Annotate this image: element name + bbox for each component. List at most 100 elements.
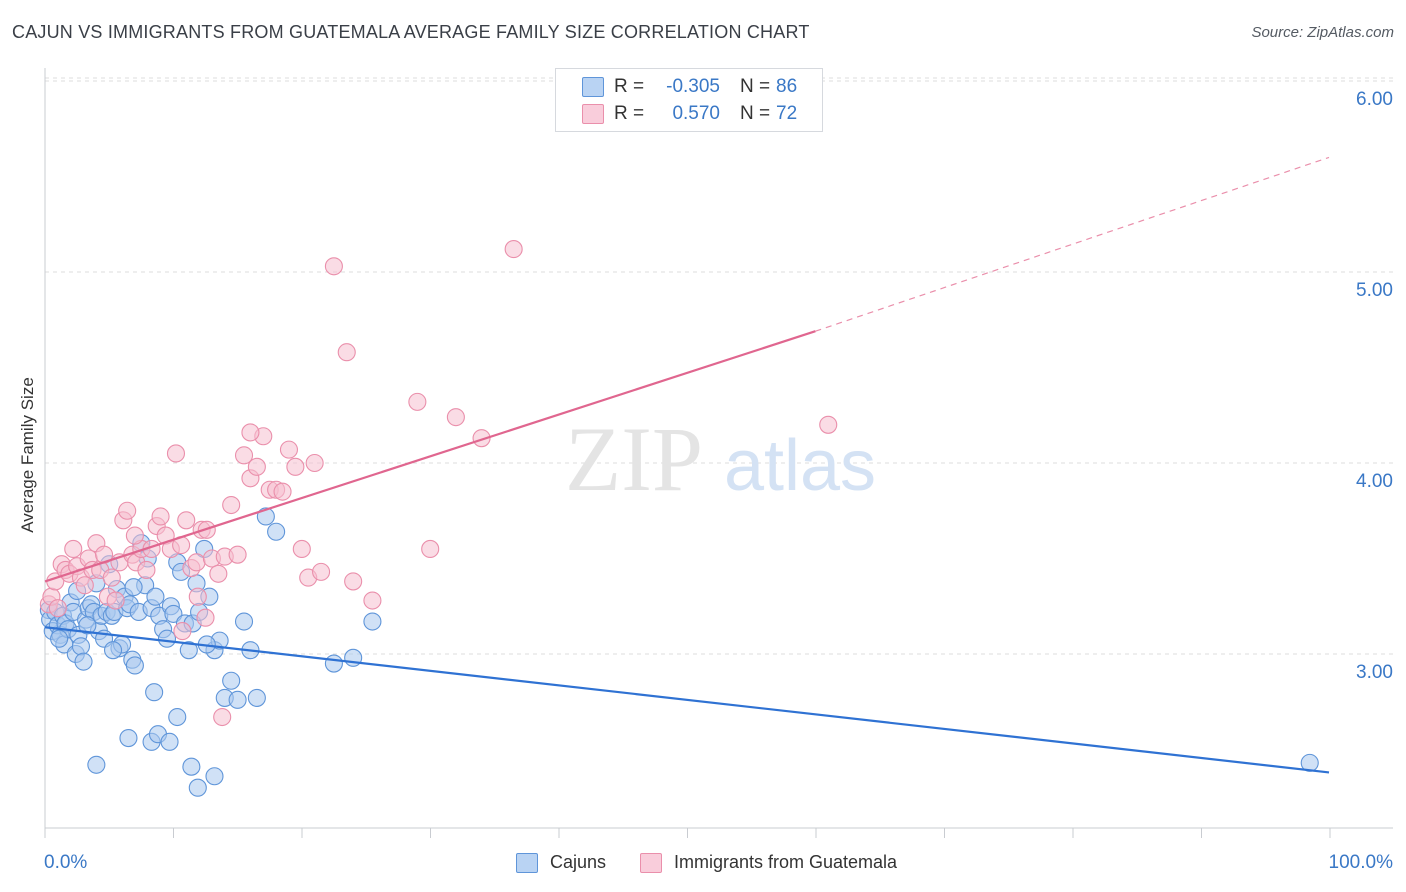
- cajun-point: [363, 612, 382, 631]
- guatemala-point: [173, 622, 192, 641]
- watermark: ZIP atlas: [565, 408, 876, 510]
- guatemala-trend-line: [44, 330, 816, 583]
- cajun-point: [157, 629, 177, 648]
- legend-label-guatemala: Immigrants from Guatemala: [674, 852, 898, 872]
- guatemala-point: [177, 511, 196, 530]
- guatemala-point: [118, 501, 137, 520]
- guatemala-point: [102, 568, 121, 587]
- cajun-point: [267, 522, 286, 541]
- guatemala-swatch: [582, 104, 604, 124]
- cajun-point: [234, 612, 254, 631]
- cajun-point: [104, 641, 123, 660]
- guatemala-point: [209, 564, 228, 583]
- cajun-point: [119, 728, 138, 748]
- stats-legend: R = -0.305 N = 86 R = 0.570 N = 72: [555, 68, 823, 132]
- guatemala-point: [472, 429, 491, 448]
- cajun-point: [160, 732, 179, 751]
- n-label: N =: [740, 76, 771, 97]
- x-tick-label: 0.0%: [44, 852, 87, 873]
- axes: [44, 68, 1393, 838]
- guatemala-trend-extension: [815, 156, 1330, 332]
- r-value: 0.570: [672, 103, 720, 124]
- stats-legend-row-cajuns: R = -0.305 N = 86: [582, 75, 797, 99]
- guatemala-point: [187, 553, 206, 572]
- cajun-point: [205, 767, 224, 786]
- cajun-point: [50, 629, 69, 648]
- guatemala-point: [273, 482, 292, 501]
- cajun-point: [78, 616, 97, 635]
- series-legend: Cajuns Immigrants from Guatemala: [0, 852, 1406, 876]
- cajun-point: [182, 757, 201, 776]
- cajuns-swatch: [582, 77, 604, 97]
- legend-item-guatemala[interactable]: Immigrants from Guatemala: [640, 852, 897, 873]
- guatemala-point: [421, 539, 440, 559]
- guatemala-point: [137, 560, 156, 580]
- guatemala-point: [408, 392, 427, 411]
- watermark-atlas: atlas: [724, 426, 876, 506]
- guatemala-point: [75, 576, 94, 595]
- r-label: R =: [614, 103, 645, 124]
- cajun-point: [1300, 753, 1319, 772]
- guatemala-point: [222, 495, 241, 515]
- grid-lines: [45, 77, 1393, 655]
- cajun-point: [145, 683, 164, 702]
- guatemala-point: [337, 343, 356, 362]
- cajuns-legend-swatch: [516, 852, 538, 873]
- cajun-point: [228, 690, 247, 709]
- stats-legend-row-guatemala: R = 0.570 N = 72: [582, 102, 797, 126]
- guatemala-point: [312, 562, 331, 581]
- guatemala-point: [363, 591, 382, 610]
- cajun-point: [146, 587, 165, 606]
- cajun-point: [222, 671, 241, 690]
- n-value: 86: [776, 76, 798, 97]
- y-tick-label: 6.00: [1356, 89, 1393, 110]
- guatemala-point: [324, 257, 343, 276]
- x-tick-label: 100.0%: [1329, 852, 1394, 873]
- r-label: R =: [614, 76, 645, 97]
- tick-labels: 3.00 4.00 5.00 6.00 0.0% 100.0%: [44, 89, 1393, 873]
- guatemala-point: [446, 408, 465, 427]
- y-tick-label: 5.00: [1356, 280, 1393, 301]
- guatemala-point: [305, 453, 324, 473]
- r-value: -0.305: [666, 76, 720, 97]
- cajun-trend-line: [44, 626, 1330, 774]
- guatemala-point: [213, 707, 232, 727]
- guatemala-point: [125, 526, 144, 545]
- y-tick-label: 3.00: [1356, 662, 1393, 683]
- guatemala-point: [504, 240, 523, 259]
- cajun-point: [87, 755, 106, 774]
- guatemala-point: [151, 507, 170, 526]
- cajun-point: [71, 637, 91, 656]
- chart-title: CAJUN VS IMMIGRANTS FROM GUATEMALA AVERA…: [12, 22, 810, 42]
- guatemala-point: [196, 608, 215, 627]
- cajun-point: [324, 654, 343, 673]
- source-label: Source: ZipAtlas.com: [1251, 24, 1394, 41]
- cajun-point: [125, 656, 144, 675]
- guatemala-point: [188, 587, 207, 606]
- guatemala-point: [286, 457, 305, 476]
- n-value: 72: [776, 103, 798, 124]
- cajun-point: [247, 688, 266, 707]
- guatemala-point: [48, 599, 67, 618]
- guatemala-point: [241, 423, 260, 442]
- guatemala-point: [819, 415, 838, 434]
- guatemala-point: [344, 572, 363, 591]
- guatemala-point: [64, 539, 83, 559]
- guatemala-point: [166, 444, 186, 463]
- cajun-point: [188, 778, 207, 797]
- guatemala-point: [228, 545, 247, 564]
- cajun-point: [168, 707, 187, 727]
- guatemala-point: [292, 539, 311, 559]
- cajun-point: [124, 578, 143, 597]
- watermark-zip: ZIP: [565, 408, 703, 510]
- data-points: [39, 240, 1319, 797]
- legend-label-cajuns: Cajuns: [550, 852, 607, 872]
- guatemala-legend-swatch: [640, 852, 662, 873]
- guatemala-point: [106, 591, 125, 610]
- n-label: N =: [740, 103, 771, 124]
- cajun-point: [74, 652, 93, 671]
- cajun-point: [179, 641, 198, 660]
- trend-lines: [44, 156, 1330, 774]
- legend-item-cajuns[interactable]: Cajuns: [516, 852, 606, 873]
